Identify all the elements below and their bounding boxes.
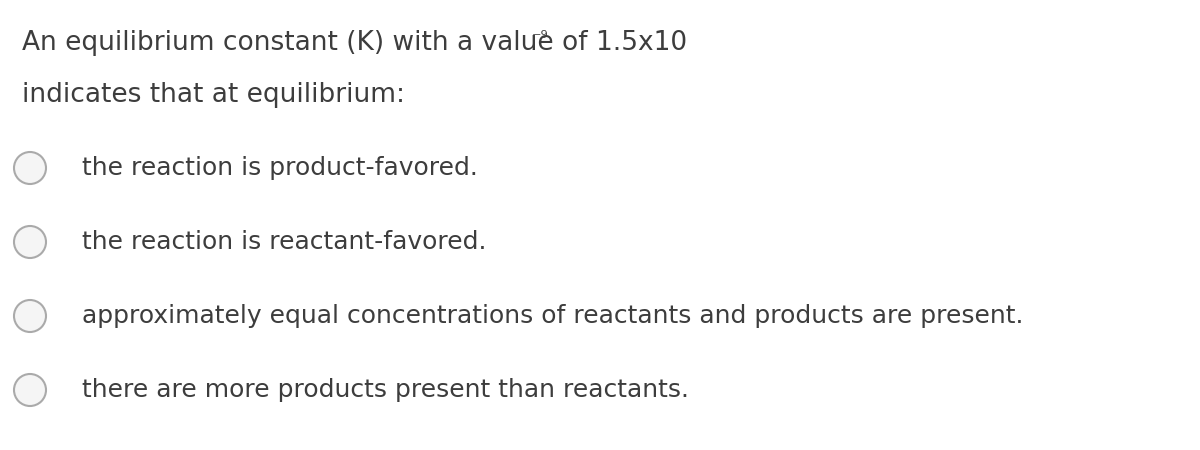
Circle shape — [14, 374, 46, 406]
Text: An equilibrium constant (K) with a value of 1.5x10: An equilibrium constant (K) with a value… — [22, 30, 688, 56]
Text: ⁻⁹: ⁻⁹ — [532, 30, 548, 48]
Circle shape — [14, 300, 46, 332]
Text: indicates that at equilibrium:: indicates that at equilibrium: — [22, 82, 406, 108]
Text: the reaction is product-favored.: the reaction is product-favored. — [82, 156, 478, 180]
Circle shape — [14, 226, 46, 258]
Circle shape — [14, 152, 46, 184]
Text: the reaction is reactant-favored.: the reaction is reactant-favored. — [82, 230, 486, 254]
Text: there are more products present than reactants.: there are more products present than rea… — [82, 378, 689, 402]
Text: approximately equal concentrations of reactants and products are present.: approximately equal concentrations of re… — [82, 304, 1024, 328]
